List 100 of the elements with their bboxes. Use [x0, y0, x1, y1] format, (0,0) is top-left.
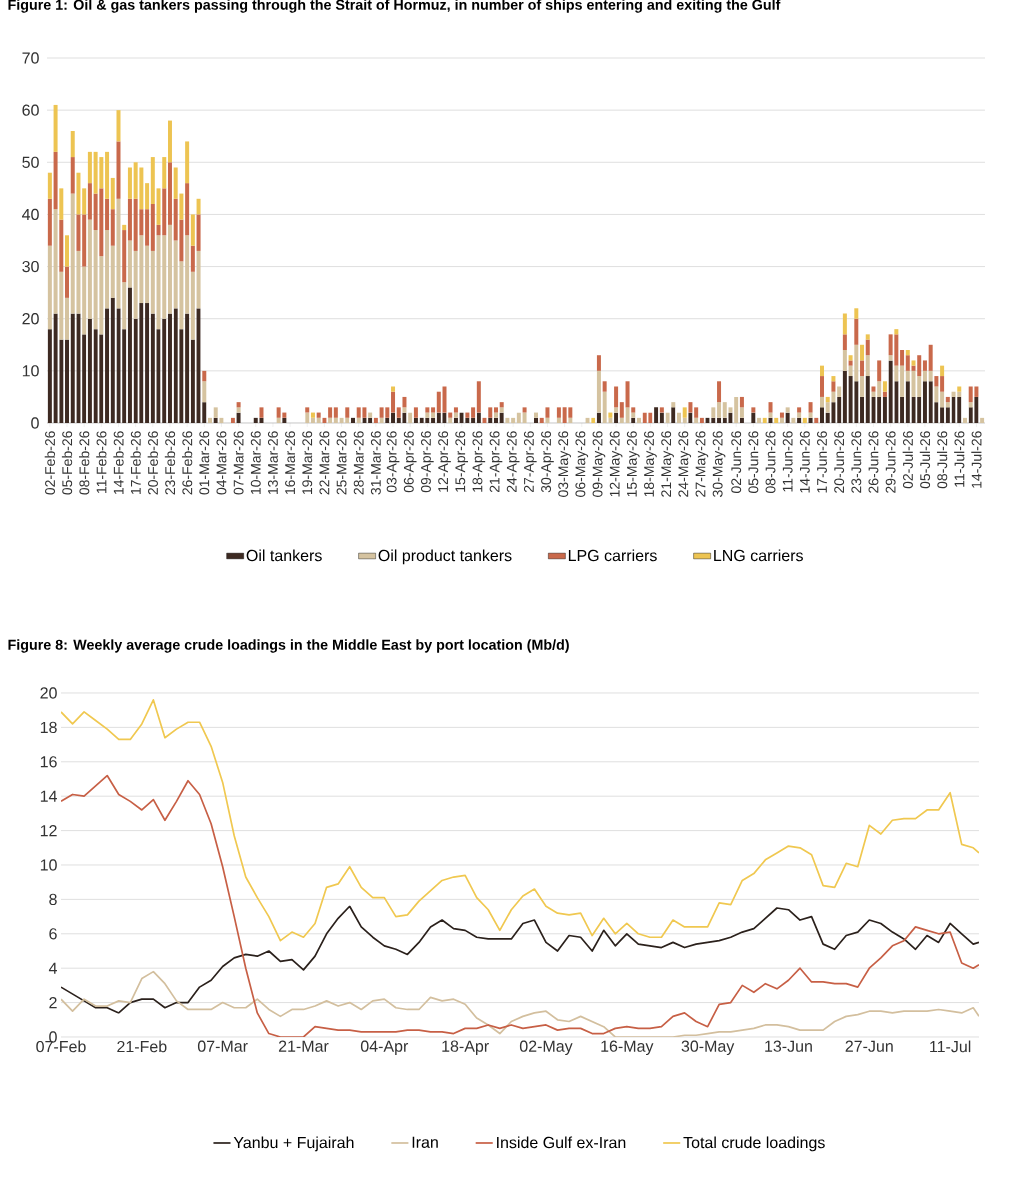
bar — [694, 417, 699, 423]
y-tick-label: 2 — [49, 997, 57, 1009]
bar — [76, 172, 81, 215]
bar — [819, 407, 824, 423]
x-tick-label: 28-Mar-26 — [353, 431, 364, 495]
bar — [865, 355, 870, 377]
bar — [110, 297, 115, 423]
bar — [208, 417, 213, 423]
bar — [122, 230, 127, 283]
bar — [70, 131, 75, 158]
bar — [368, 412, 373, 418]
bar — [848, 360, 853, 366]
bar — [110, 209, 115, 246]
bar — [76, 214, 81, 251]
bar — [905, 355, 910, 371]
bar — [699, 417, 704, 423]
bar — [825, 412, 830, 423]
bar — [219, 417, 224, 423]
x-tick-label: 20-Jun-26 — [834, 431, 845, 493]
bar — [471, 407, 476, 418]
bar — [493, 412, 498, 418]
bar — [65, 297, 70, 340]
bar — [453, 417, 458, 423]
bar — [316, 417, 321, 423]
bar — [431, 417, 436, 423]
bar — [385, 417, 390, 423]
y-tick-label: 30 — [22, 260, 39, 273]
bar — [328, 407, 333, 418]
bar — [831, 391, 836, 403]
chart-title: Figure 8: Weekly average crude loadings in the Middle East by port location (Mb/d) — [8, 639, 569, 653]
bar — [614, 407, 619, 413]
bar — [488, 407, 493, 418]
bar — [202, 402, 207, 423]
bar — [87, 318, 92, 423]
bar — [511, 417, 516, 423]
bar — [940, 391, 945, 408]
bar — [431, 412, 436, 418]
bar — [734, 396, 739, 423]
bar — [425, 407, 430, 413]
x-tick-label: 24-May-26 — [678, 431, 692, 497]
bar — [957, 396, 962, 423]
y-tick-label: 18 — [40, 721, 57, 734]
bar — [59, 219, 64, 272]
bar — [614, 412, 619, 423]
x-tick-label: 03-Apr-26 — [386, 431, 400, 493]
bar — [230, 417, 235, 423]
bar — [682, 417, 687, 423]
legend-label: Iran — [412, 1136, 438, 1148]
bar — [105, 230, 110, 309]
x-tick-label: 07-Mar-26 — [233, 431, 244, 495]
bar — [900, 396, 905, 423]
x-tick-label: 02-May — [519, 1040, 573, 1056]
bar — [145, 303, 150, 423]
bar — [768, 402, 773, 413]
bar — [316, 412, 321, 418]
bar — [739, 417, 744, 423]
x-tick-label: 18-May-26 — [644, 431, 657, 497]
bar — [499, 407, 504, 413]
bar — [768, 412, 773, 418]
bar — [328, 417, 333, 423]
legend-label: Total crude loadings — [683, 1136, 825, 1152]
bar — [408, 412, 413, 423]
x-tick-label: 11-Feb-26 — [96, 431, 107, 494]
bar — [968, 402, 973, 408]
x-tick-label: 21-Feb — [117, 1040, 167, 1053]
bar — [711, 417, 716, 423]
legend-label: Yanbu + Fujairah — [233, 1136, 354, 1152]
x-tick-label: 05-Feb-26 — [61, 431, 73, 495]
bar — [596, 355, 601, 371]
x-tick-label: 02-Jun-26 — [731, 431, 742, 494]
x-tick-label: 30-May-26 — [712, 431, 726, 497]
bar — [259, 407, 264, 418]
bar — [556, 417, 561, 423]
bar — [940, 407, 945, 423]
bar — [356, 417, 361, 423]
bar — [928, 344, 933, 371]
legend-label: Oil product tankers — [378, 549, 512, 565]
x-tick-label: 03-May-26 — [558, 431, 571, 497]
bar — [625, 381, 630, 408]
bar — [190, 245, 195, 272]
bar — [877, 381, 882, 397]
x-tick-label: 29-Jun-26 — [885, 431, 896, 493]
bar — [47, 245, 52, 330]
x-tick-label: 19-Mar-26 — [302, 431, 313, 495]
x-tick-label: 09-Apr-26 — [420, 431, 434, 493]
bar — [808, 402, 813, 413]
bar — [671, 402, 676, 408]
bar — [425, 412, 430, 418]
bar — [682, 407, 687, 418]
bar — [236, 402, 241, 408]
bar — [860, 344, 865, 361]
bar — [871, 386, 876, 392]
y-tick-label: 8 — [49, 893, 57, 906]
bar — [162, 318, 167, 423]
bar — [391, 386, 396, 392]
bar — [534, 412, 539, 418]
bar — [87, 219, 92, 319]
x-tick-label: 04-Mar-26 — [216, 431, 227, 495]
x-tick-label: 11-Jul-26 — [954, 431, 965, 487]
bar — [82, 334, 87, 423]
